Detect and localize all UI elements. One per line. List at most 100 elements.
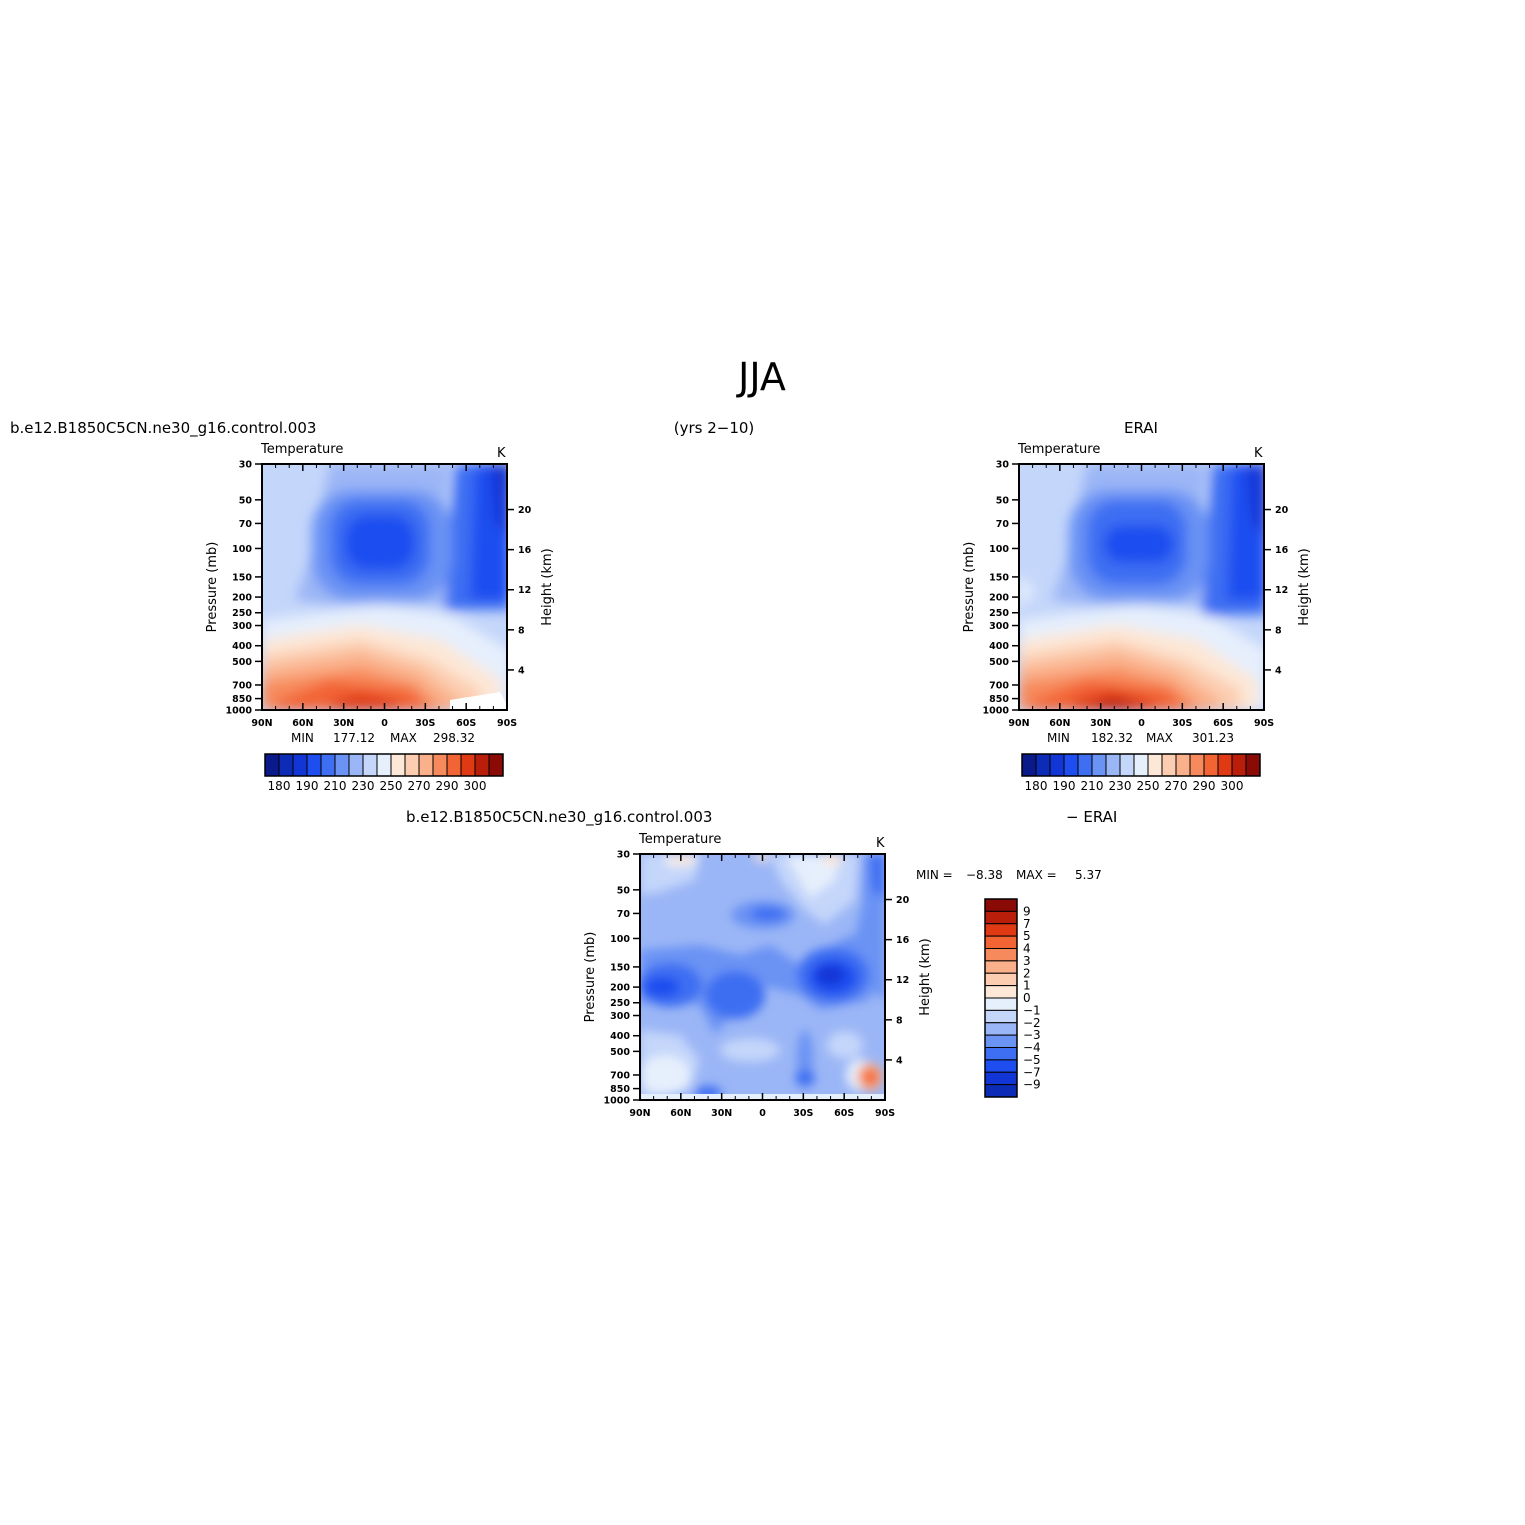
diff-y-right-tick-label: 4 bbox=[896, 1055, 903, 1066]
model-y-tick-label: 100 bbox=[232, 544, 252, 555]
diff-colorbar-label: −3 bbox=[1023, 1028, 1041, 1042]
model-colorbar-box bbox=[362, 753, 378, 777]
obs-colorbar-label: 270 bbox=[1165, 779, 1188, 793]
model-y-right-tick-label: 16 bbox=[518, 545, 532, 556]
obs-colorbar-label: 180 bbox=[1025, 779, 1048, 793]
obs-colorbar-box bbox=[1021, 753, 1037, 777]
model-colorbar-label: 300 bbox=[464, 779, 487, 793]
years-label: (yrs 2−10) bbox=[674, 419, 755, 437]
diff-colorbar-box bbox=[984, 960, 1018, 974]
diff-colorbar-label: −7 bbox=[1023, 1065, 1041, 1079]
model-colorbar-box bbox=[432, 753, 448, 777]
diff-colorbar-label: 3 bbox=[1023, 954, 1031, 968]
obs-y-tick-label: 100 bbox=[989, 544, 1009, 555]
obs-x-tick-label: 90S bbox=[1254, 718, 1274, 729]
diff-colorbar-box bbox=[984, 910, 1018, 925]
obs-contour-field bbox=[1019, 464, 1264, 710]
model-colorbar-box bbox=[320, 753, 336, 777]
obs-colorbar-box bbox=[1175, 753, 1191, 777]
model-colorbar-box bbox=[404, 753, 420, 777]
model-colorbar-box bbox=[446, 753, 462, 777]
model-colorbar-label: 180 bbox=[268, 779, 291, 793]
model-x-tick-label: 30S bbox=[415, 718, 435, 729]
model-colorbar-box bbox=[306, 753, 322, 777]
model-y-axis-label: Pressure (mb) bbox=[205, 542, 220, 633]
diff-contour-field bbox=[640, 854, 885, 1100]
diff-y-tick-label: 100 bbox=[610, 934, 630, 945]
model-colorbar-box bbox=[348, 753, 364, 777]
model-y-tick-label: 700 bbox=[232, 680, 252, 691]
diff-y-tick-label: 70 bbox=[617, 909, 631, 920]
model-colorbar-box bbox=[474, 753, 490, 777]
model-y-right-tick-label: 12 bbox=[518, 585, 531, 596]
obs-colorbar-label: 290 bbox=[1193, 779, 1216, 793]
obs-colorbar-box bbox=[1133, 753, 1149, 777]
model-y-tick-label: 70 bbox=[239, 519, 253, 530]
diff-panel-units: K bbox=[876, 836, 885, 851]
diff-min-value: −8.38 bbox=[966, 868, 1003, 882]
model-colorbar-label: 190 bbox=[296, 779, 319, 793]
obs-y-tick-label: 850 bbox=[989, 694, 1009, 705]
model-panel-title: Temperature bbox=[260, 442, 343, 457]
diff-y-tick-label: 700 bbox=[610, 1070, 630, 1081]
diff-y-tick-label: 850 bbox=[610, 1084, 630, 1095]
diff-y-right-axis-label: Height (km) bbox=[918, 938, 933, 1015]
diff-label-left: b.e12.B1850C5CN.ne30_g16.control.003 bbox=[406, 808, 712, 827]
model-y-right-tick-label: 8 bbox=[518, 625, 525, 636]
model-colorbar-box bbox=[292, 753, 308, 777]
obs-panel-units: K bbox=[1254, 446, 1263, 461]
model-colorbar-box bbox=[264, 753, 280, 777]
model-y-tick-label: 200 bbox=[232, 593, 252, 604]
diff-x-tick-label: 30N bbox=[711, 1108, 732, 1119]
model-y-right-axis-label: Height (km) bbox=[540, 548, 555, 625]
obs-x-tick-label: 0 bbox=[1138, 718, 1145, 729]
obs-colorbar: 180 190 210 230 250 270 290 300 bbox=[1021, 753, 1261, 793]
obs-label: ERAI bbox=[1124, 419, 1158, 437]
diff-axes: 3050701001502002503004005007008501000481… bbox=[583, 850, 933, 1120]
diff-colorbar-box bbox=[984, 1047, 1018, 1061]
model-x-tick-label: 90S bbox=[497, 718, 517, 729]
diff-y-tick-label: 30 bbox=[617, 850, 631, 861]
diff-y-right-tick-label: 16 bbox=[896, 935, 910, 946]
diff-y-right-tick-label: 12 bbox=[896, 975, 909, 986]
diff-min-label: MIN = bbox=[916, 868, 953, 882]
obs-colorbar-box bbox=[1231, 753, 1247, 777]
obs-y-tick-label: 50 bbox=[996, 495, 1010, 506]
diff-panel: Temperature K bbox=[583, 832, 1102, 1119]
obs-colorbar-box bbox=[1105, 753, 1121, 777]
obs-colorbar-box bbox=[1189, 753, 1205, 777]
obs-y-right-axis-label: Height (km) bbox=[1297, 548, 1312, 625]
diff-colorbar-box bbox=[984, 948, 1018, 962]
diff-colorbar-box bbox=[984, 898, 1018, 912]
obs-colorbar-label: 300 bbox=[1221, 779, 1244, 793]
diff-x-tick-label: 90N bbox=[629, 1108, 650, 1119]
model-x-tick-label: 0 bbox=[381, 718, 388, 729]
obs-max-value: 301.23 bbox=[1192, 731, 1234, 745]
obs-x-tick-label: 30N bbox=[1090, 718, 1111, 729]
model-colorbar: 180 190 210 230 250 270 290 300 bbox=[264, 753, 504, 793]
diff-y-tick-label: 300 bbox=[610, 1011, 630, 1022]
diff-max-value: 5.37 bbox=[1075, 868, 1102, 882]
obs-y-tick-label: 1000 bbox=[983, 706, 1010, 717]
obs-colorbar-frame bbox=[1021, 753, 1261, 777]
diff-max-label: MAX = bbox=[1016, 868, 1057, 882]
model-y-tick-label: 500 bbox=[232, 657, 252, 668]
diff-y-right-tick-label: 8 bbox=[896, 1015, 903, 1026]
obs-y-right-tick-label: 16 bbox=[1275, 545, 1289, 556]
diff-x-tick-label: 60S bbox=[834, 1108, 854, 1119]
model-colorbar-label: 290 bbox=[436, 779, 459, 793]
model-colorbar-frame bbox=[264, 753, 504, 777]
obs-max-label: MAX bbox=[1146, 731, 1173, 745]
obs-colorbar-box bbox=[1217, 753, 1233, 777]
obs-y-tick-label: 150 bbox=[989, 572, 1009, 583]
model-y-tick-label: 400 bbox=[232, 641, 252, 652]
diff-colorbar-frame bbox=[984, 898, 1018, 1098]
model-colorbar-label: 270 bbox=[408, 779, 431, 793]
obs-colorbar-label: 210 bbox=[1081, 779, 1104, 793]
model-y-tick-label: 30 bbox=[239, 460, 253, 471]
model-contour-field bbox=[262, 464, 507, 710]
model-max-label: MAX bbox=[390, 731, 417, 745]
model-x-tick-label: 30N bbox=[333, 718, 354, 729]
